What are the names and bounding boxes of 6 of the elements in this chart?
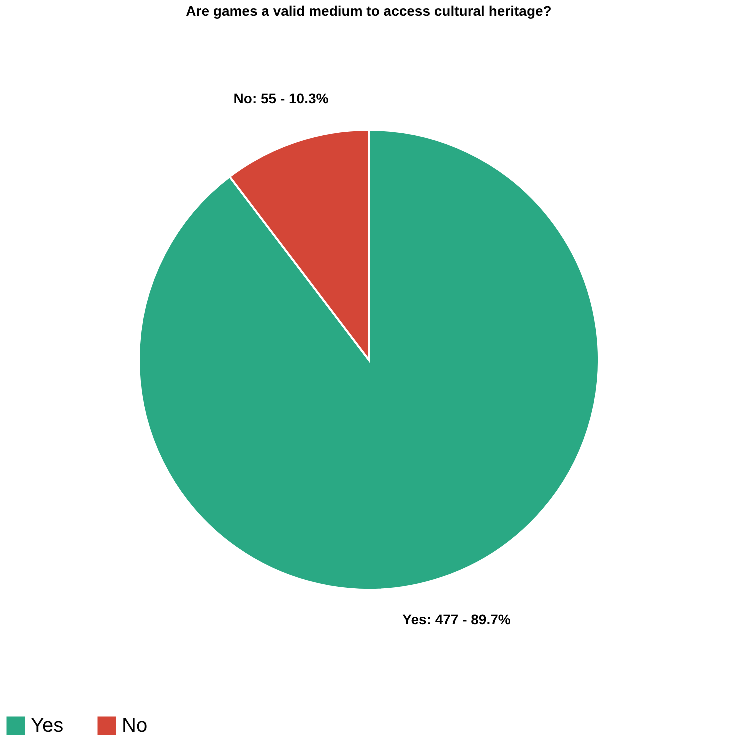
pie-slice bbox=[138, 129, 600, 591]
legend-label: Yes bbox=[31, 715, 64, 737]
chart-title: Are games a valid medium to access cultural heritage? bbox=[186, 3, 552, 19]
data-label: No: 55 - 10.3% bbox=[234, 90, 330, 106]
legend-label: No bbox=[122, 715, 148, 737]
data-label: Yes: 477 - 89.7% bbox=[402, 612, 512, 628]
